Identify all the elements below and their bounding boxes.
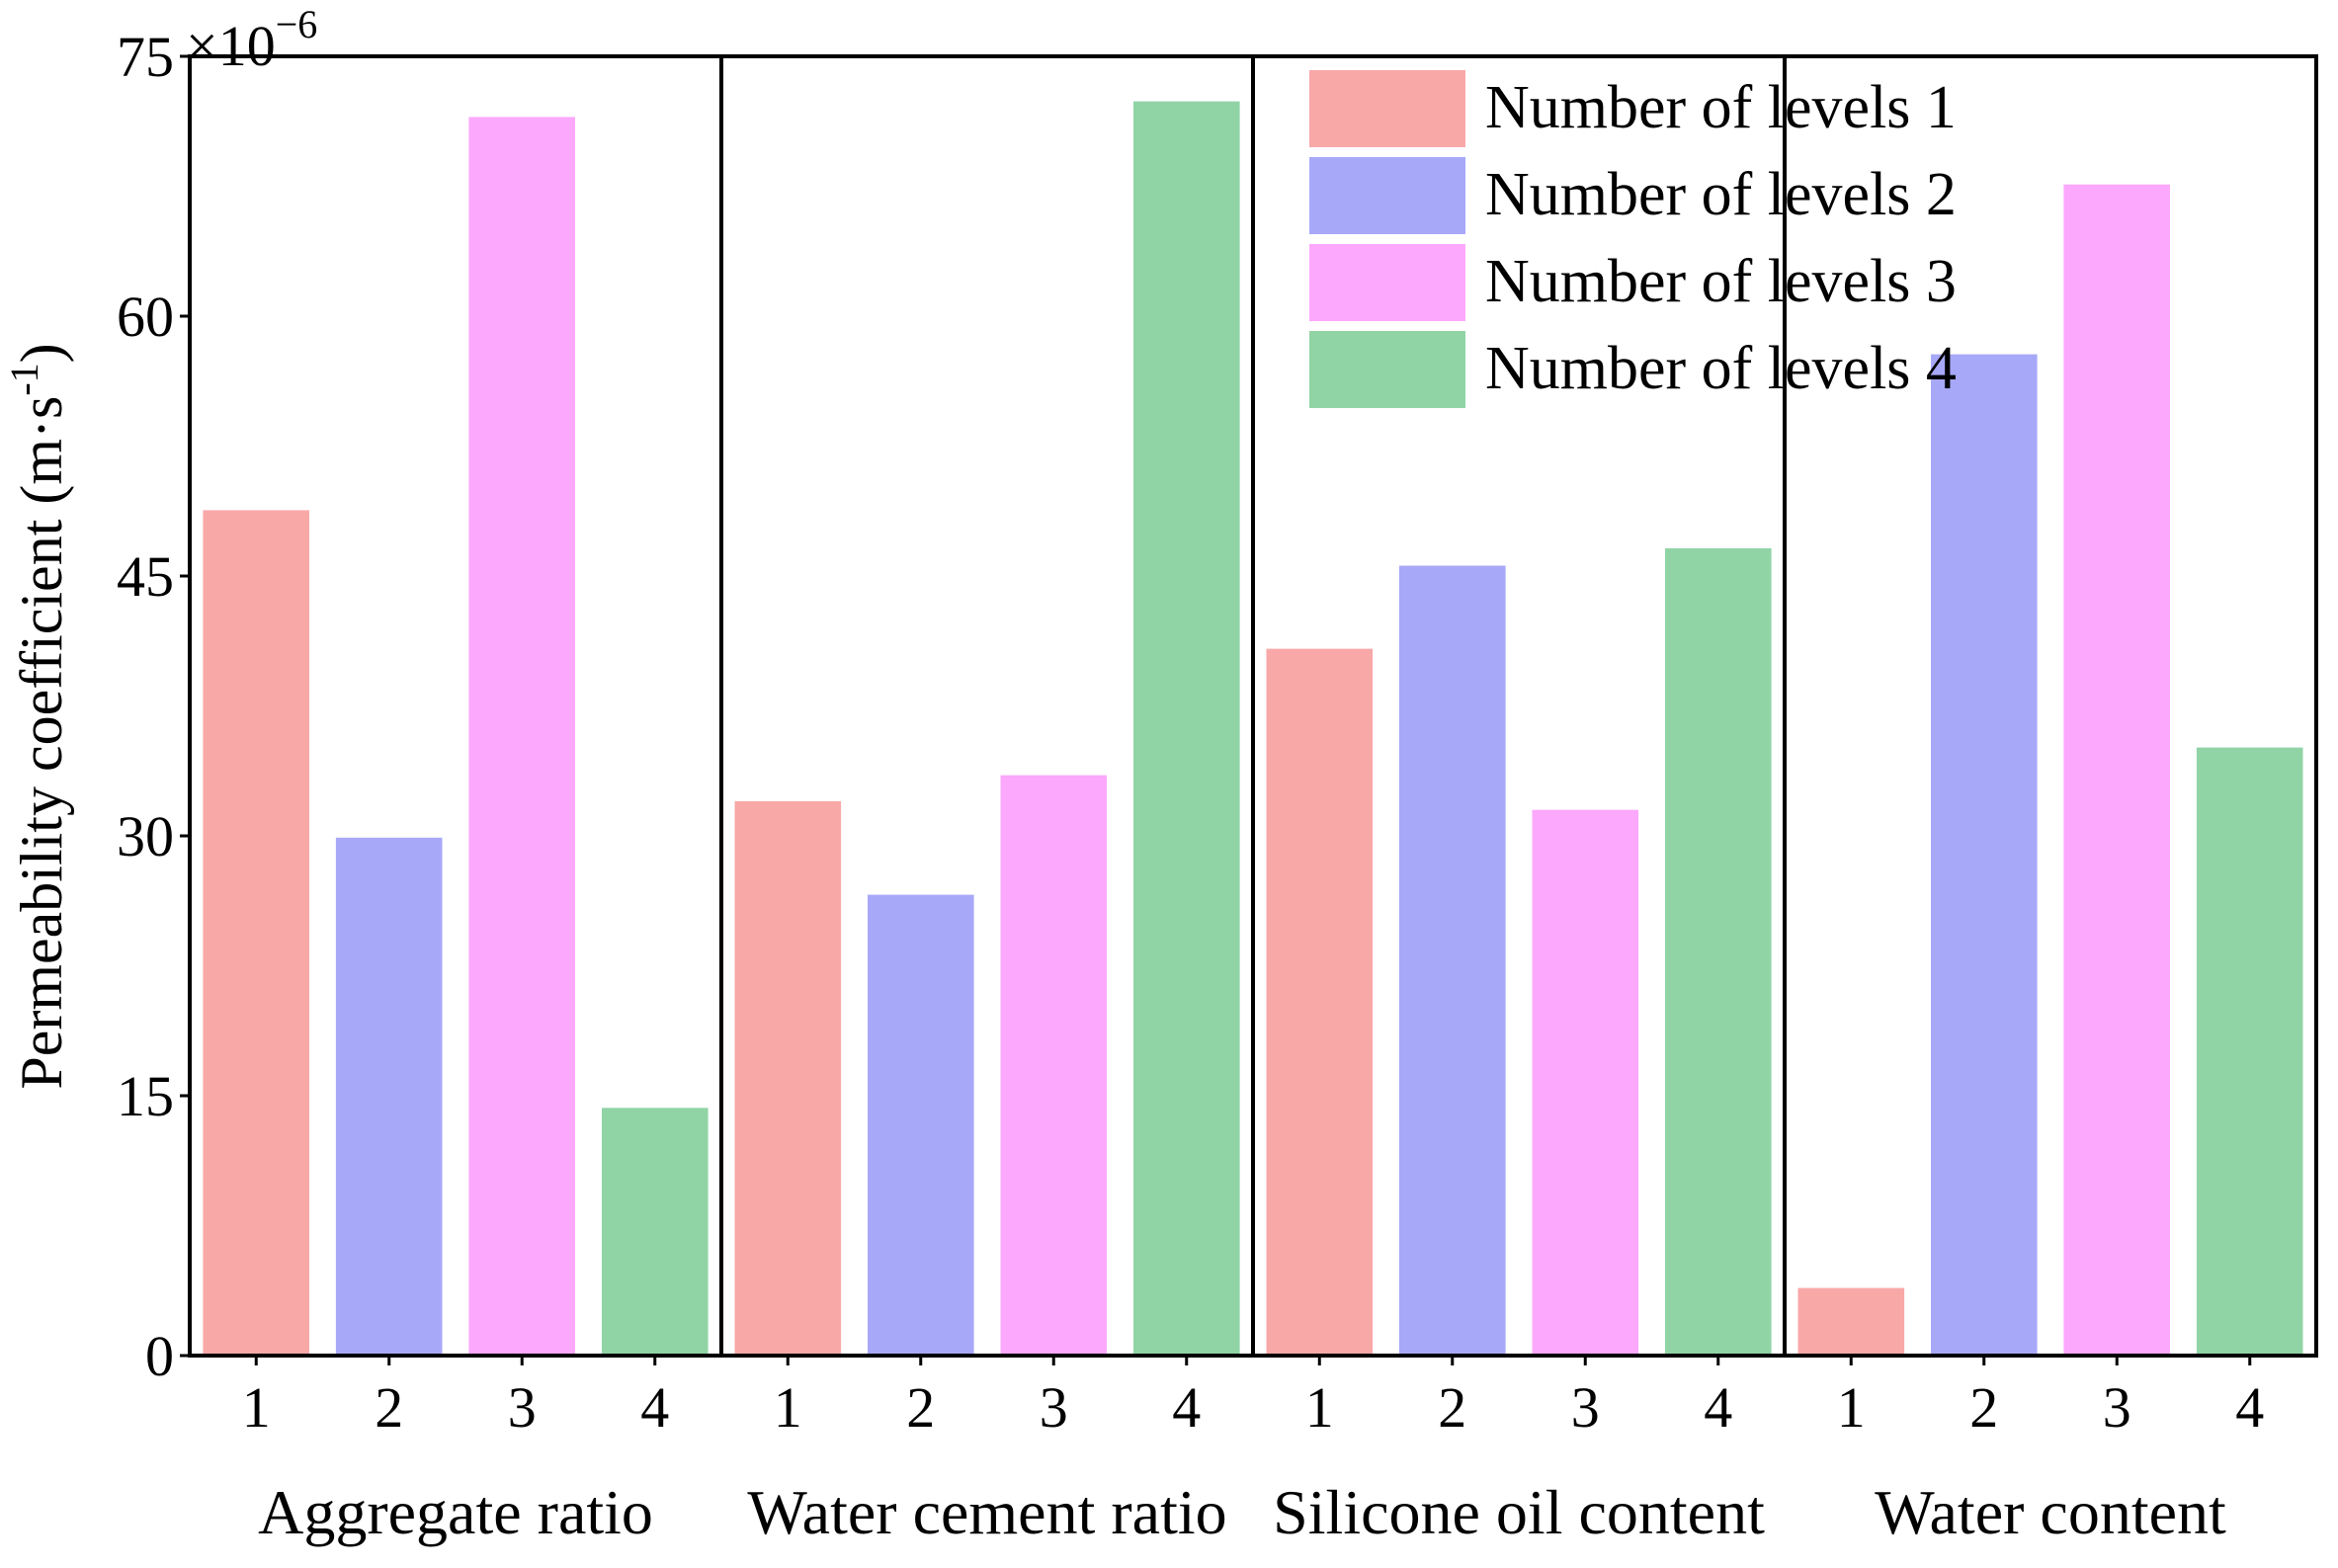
x-tick-label: 3: [2103, 1375, 2131, 1440]
x-axis: 1 2 3 4 Aggregate ratio 1 2 3 4 Water cement rati…: [242, 1356, 2264, 1547]
y-tick-label: 45: [117, 544, 174, 609]
x-tick-label: 1: [1305, 1375, 1334, 1440]
bar-3-4: [1665, 547, 1772, 1356]
x-tick-label: 2: [375, 1375, 403, 1440]
group-label: Water cement ratio: [747, 1477, 1226, 1547]
bar-1-4: [602, 1108, 709, 1356]
x-tick-label: 4: [1704, 1375, 1732, 1440]
legend-label: Number of levels 4: [1485, 335, 1957, 402]
legend-label: Number of levels 3: [1485, 248, 1957, 315]
y-tick-label: 75: [117, 25, 174, 89]
bar-2-2: [868, 894, 974, 1356]
legend-swatch: [1309, 331, 1465, 408]
bar-3-2: [1399, 565, 1506, 1356]
bars-layer: [203, 101, 2303, 1357]
x-tick-label: 3: [1040, 1375, 1068, 1440]
x-tick-label: 4: [640, 1375, 669, 1440]
group-label: Aggregate ratio: [258, 1477, 653, 1547]
bar-4-4: [2196, 747, 2303, 1356]
bar-1-2: [335, 837, 443, 1356]
y-tick-label: 15: [117, 1064, 174, 1128]
bar-2-1: [734, 800, 842, 1356]
group-label: Water content: [1875, 1477, 2226, 1547]
y-axis: 0 15 30 45 60 75: [117, 25, 190, 1388]
x-tick-label: 1: [774, 1375, 802, 1440]
legend-label: Number of levels 1: [1485, 74, 1957, 141]
y-tick-label: 60: [117, 285, 174, 349]
x-tick-label: 2: [906, 1375, 935, 1440]
y-tick-label: 0: [145, 1324, 174, 1388]
bar-2-4: [1133, 101, 1240, 1357]
y-axis-label: Permeability coefficient (m·s-1): [2, 343, 74, 1089]
x-tick-label: 1: [1837, 1375, 1866, 1440]
bar-3-1: [1266, 648, 1374, 1356]
bar-4-1: [1797, 1287, 1905, 1356]
y-tick-label: 30: [117, 804, 174, 868]
bar-2-3: [1000, 775, 1108, 1356]
bar-1-1: [203, 510, 309, 1356]
x-tick-label: 4: [1172, 1375, 1201, 1440]
bar-3-3: [1532, 809, 1639, 1356]
legend-swatch: [1309, 70, 1465, 147]
bar-1-3: [468, 117, 575, 1356]
x-tick-label: 2: [1969, 1375, 1998, 1440]
x-tick-label: 2: [1438, 1375, 1466, 1440]
bar-4-2: [1931, 354, 2038, 1357]
plot-frame: [188, 54, 2318, 1358]
legend-swatch: [1309, 157, 1465, 234]
legend-label: Number of levels 2: [1485, 161, 1957, 228]
legend-swatch: [1309, 244, 1465, 321]
x-tick-label: 3: [1571, 1375, 1600, 1440]
x-tick-label: 1: [242, 1375, 271, 1440]
x-tick-label: 3: [508, 1375, 537, 1440]
bar-4-3: [2063, 184, 2170, 1357]
legend: Number of levels 1 Number of levels 2 Numb…: [1309, 70, 1957, 408]
y-axis-multiplier: ×10−6: [186, 2, 317, 78]
group-label: Silicone oil content: [1273, 1477, 1765, 1547]
x-tick-label: 4: [2235, 1375, 2264, 1440]
